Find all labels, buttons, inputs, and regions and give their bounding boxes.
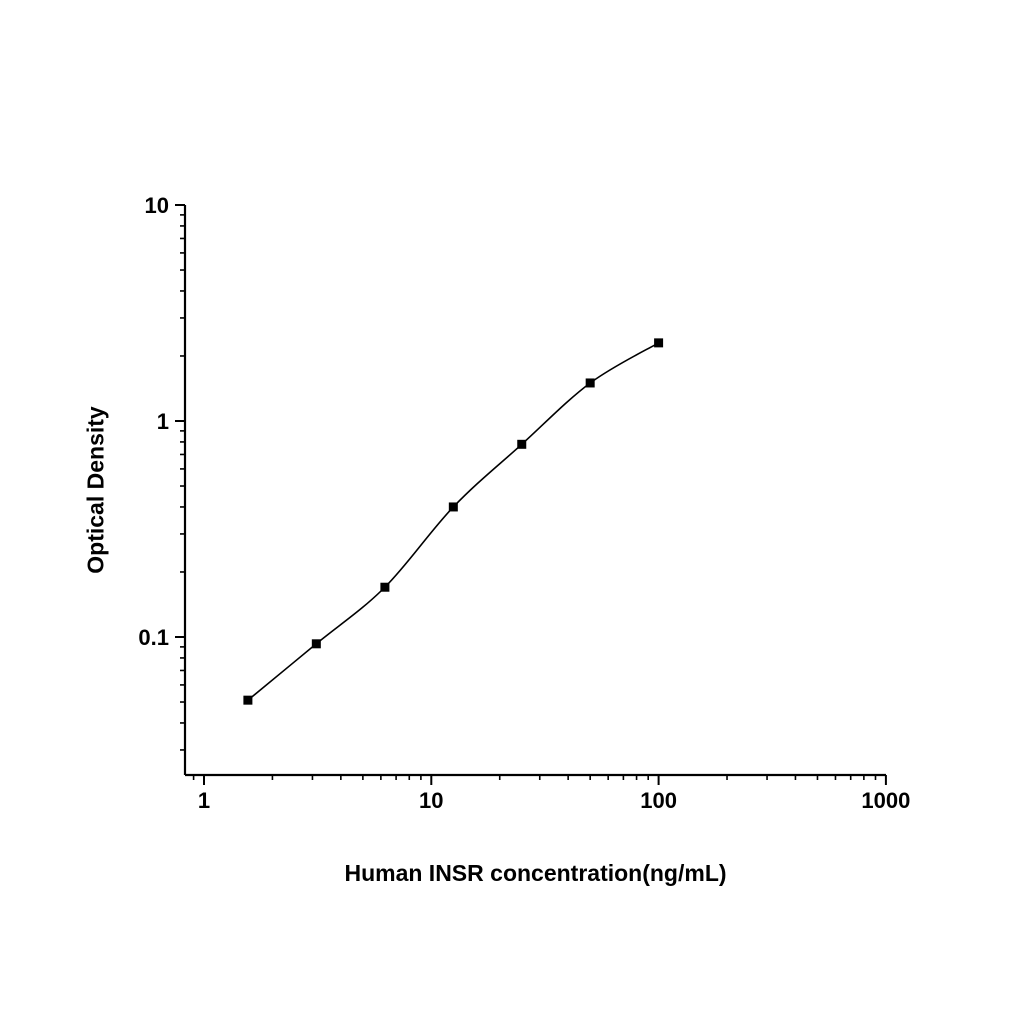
data-point-marker xyxy=(243,695,253,705)
x-axis-title: Human INSR concentration(ng/mL) xyxy=(344,860,727,886)
data-point-marker xyxy=(585,378,595,388)
x-tick-label: 10 xyxy=(419,788,443,813)
data-point-marker xyxy=(380,582,390,592)
data-point-marker xyxy=(311,639,321,649)
data-point-marker xyxy=(448,502,458,512)
x-tick-label: 1000 xyxy=(861,788,910,813)
y-axis-title-text: Optical Density xyxy=(82,406,109,574)
curve-line xyxy=(247,342,660,701)
x-tick-label: 1 xyxy=(198,788,210,813)
x-tick-label: 100 xyxy=(640,788,677,813)
y-tick-label: 1 xyxy=(157,409,169,434)
data-point-marker xyxy=(654,338,664,348)
data-point-marker xyxy=(517,439,527,449)
y-tick-label: 10 xyxy=(145,193,169,218)
y-tick-label: 0.1 xyxy=(138,625,169,650)
